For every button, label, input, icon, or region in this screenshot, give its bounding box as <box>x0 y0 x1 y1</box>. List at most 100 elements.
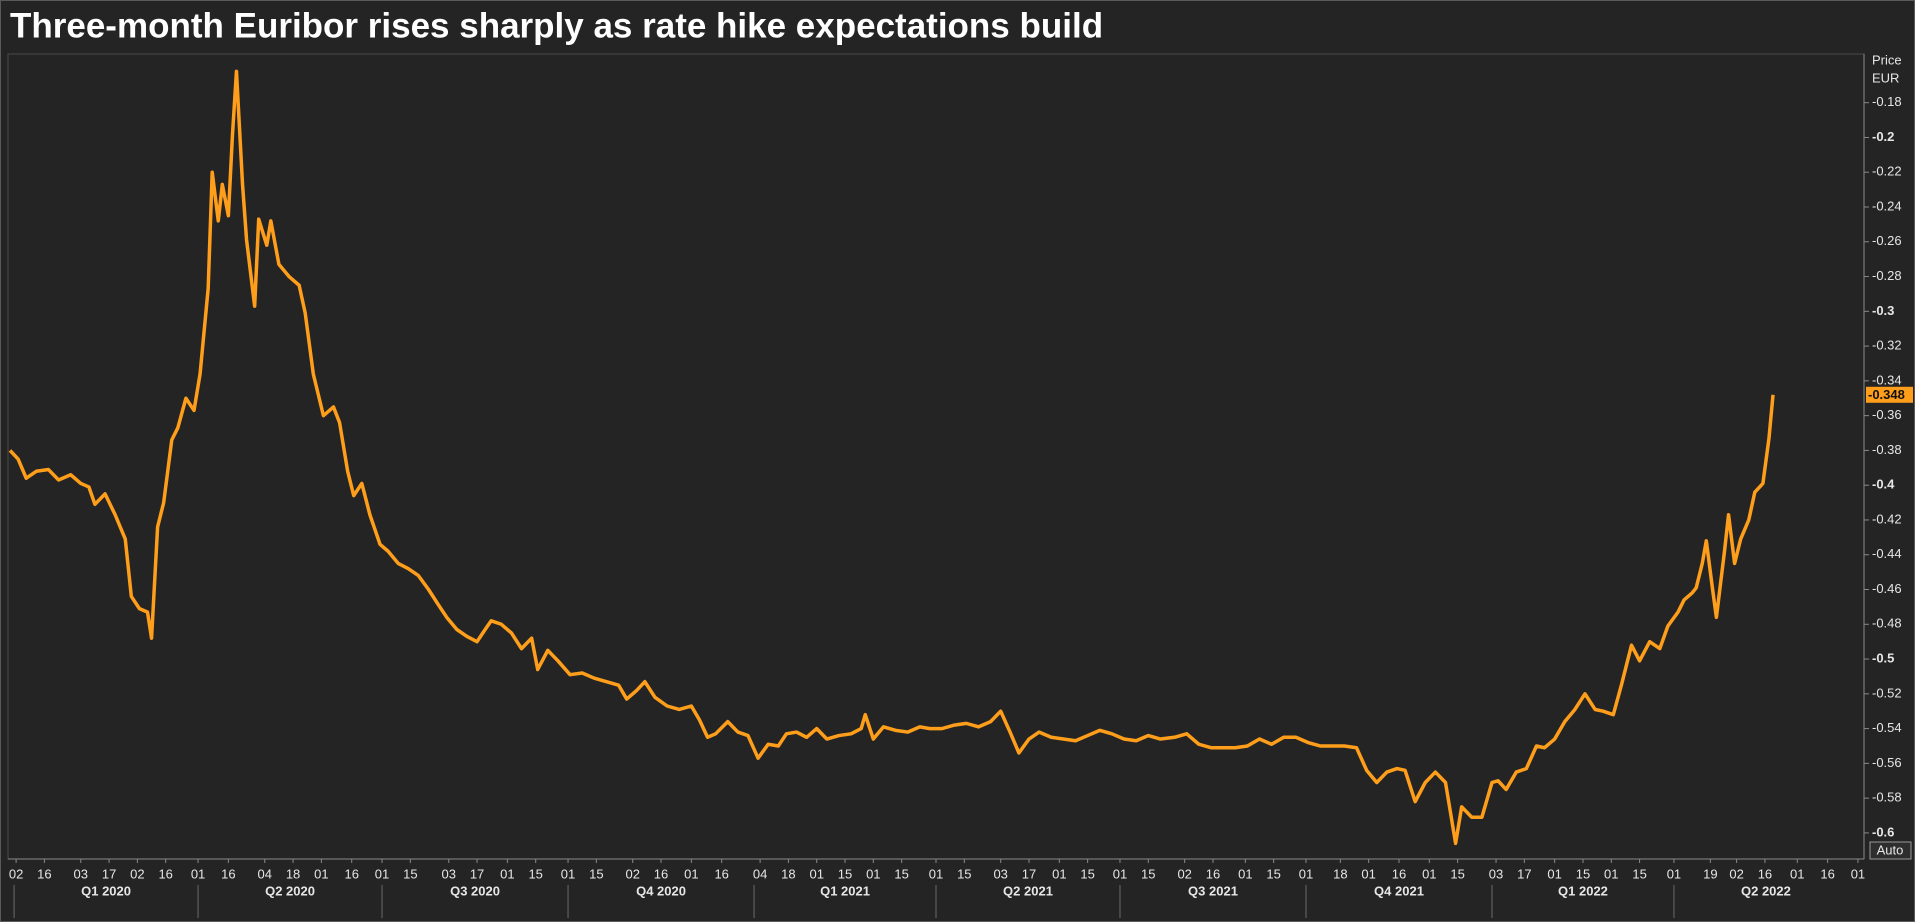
x-tick-label: 01 <box>1361 866 1375 881</box>
x-tick-label: 02 <box>130 866 144 881</box>
x-tick-label: 02 <box>1177 866 1191 881</box>
y-tick-label: -0.28 <box>1872 268 1902 283</box>
y-tick-label: -0.32 <box>1872 338 1902 353</box>
x-tick-label: 17 <box>102 866 116 881</box>
y-tick-label: -0.52 <box>1872 685 1902 700</box>
x-tick-label: 15 <box>1576 866 1590 881</box>
quarter-label: Q2 2021 <box>1003 883 1053 898</box>
x-tick-label: 03 <box>74 866 88 881</box>
auto-button-label[interactable]: Auto <box>1877 842 1904 857</box>
x-tick-label: 16 <box>158 866 172 881</box>
quarter-label: Q1 2021 <box>820 883 870 898</box>
y-tick-label: -0.56 <box>1872 755 1902 770</box>
y-tick-label: -0.2 <box>1872 129 1894 144</box>
y-axis-unit: EUR <box>1872 70 1899 85</box>
quarter-label: Q2 2022 <box>1741 883 1791 898</box>
x-tick-label: 01 <box>684 866 698 881</box>
y-tick-label: -0.3 <box>1872 303 1894 318</box>
x-tick-label: 15 <box>1141 866 1155 881</box>
y-tick-label: -0.46 <box>1872 581 1902 596</box>
y-tick-label: -0.36 <box>1872 407 1902 422</box>
x-tick-label: 16 <box>714 866 728 881</box>
x-tick-label: 01 <box>561 866 575 881</box>
quarter-label: Q3 2020 <box>450 883 500 898</box>
last-value-marker <box>1866 386 1913 403</box>
x-tick-label: 01 <box>1113 866 1127 881</box>
x-tick-label: 01 <box>1547 866 1561 881</box>
auto-button[interactable] <box>1869 841 1912 860</box>
line-series <box>8 69 1775 846</box>
x-tick-label: 18 <box>286 866 300 881</box>
x-tick-label: 04 <box>258 866 272 881</box>
x-tick-label: 03 <box>1489 866 1503 881</box>
x-tick-label: 16 <box>1758 866 1772 881</box>
x-tick-label: 17 <box>1022 866 1036 881</box>
x-tick-label: 01 <box>314 866 328 881</box>
x-tick-label: 01 <box>1052 866 1066 881</box>
last-value-label: -0.348 <box>1868 387 1905 402</box>
y-tick-label: -0.4 <box>1872 477 1895 492</box>
x-tick-label: 01 <box>1851 866 1865 881</box>
x-tick-label: 16 <box>1206 866 1220 881</box>
x-tick-label: 01 <box>500 866 514 881</box>
y-tick-label: -0.34 <box>1872 372 1902 387</box>
x-tick-label: 16 <box>1820 866 1834 881</box>
x-tick-label: 01 <box>1238 866 1252 881</box>
x-tick-label: 01 <box>866 866 880 881</box>
y-tick-label: -0.26 <box>1872 233 1902 248</box>
x-tick-label: 15 <box>1080 866 1094 881</box>
x-tick-label: 15 <box>957 866 971 881</box>
x-tick-label: 18 <box>1333 866 1347 881</box>
x-tick-label: 19 <box>1703 866 1717 881</box>
y-tick-label: -0.5 <box>1872 650 1894 665</box>
y-tick-label: -0.22 <box>1872 164 1902 179</box>
x-tick-label: 16 <box>654 866 668 881</box>
plot-area <box>7 53 1865 860</box>
x-tick-label: 04 <box>753 866 767 881</box>
x-tick-label: 17 <box>470 866 484 881</box>
x-tick-label: 01 <box>1422 866 1436 881</box>
x-tick-label: 15 <box>403 866 417 881</box>
y-tick-label: -0.48 <box>1872 616 1902 631</box>
x-tick-label: 15 <box>894 866 908 881</box>
x-tick-label: 17 <box>1517 866 1531 881</box>
y-tick-label: -0.18 <box>1872 94 1902 109</box>
y-tick-label: -0.42 <box>1872 511 1902 526</box>
x-tick-label: 15 <box>528 866 542 881</box>
x-tick-label: 03 <box>993 866 1007 881</box>
x-tick-label: 18 <box>781 866 795 881</box>
x-tick-label: 02 <box>9 866 23 881</box>
quarter-label: Q4 2020 <box>636 883 686 898</box>
x-tick-label: 01 <box>1790 866 1804 881</box>
x-tick-label: 15 <box>838 866 852 881</box>
x-tick-label: 01 <box>375 866 389 881</box>
y-tick-label: -0.24 <box>1872 198 1902 213</box>
quarter-label: Q1 2020 <box>81 883 131 898</box>
x-tick-label: 16 <box>37 866 51 881</box>
x-tick-label: 15 <box>1632 866 1646 881</box>
chart-title: Three-month Euribor rises sharply as rat… <box>10 6 1103 45</box>
x-tick-label: 15 <box>1450 866 1464 881</box>
y-axis-label: Price <box>1872 52 1902 67</box>
x-tick-label: 03 <box>442 866 456 881</box>
x-tick-label: 01 <box>1667 866 1681 881</box>
x-tick-label: 15 <box>589 866 603 881</box>
x-tick-label: 16 <box>1392 866 1406 881</box>
y-tick-label: -0.58 <box>1872 790 1902 805</box>
x-tick-label: 02 <box>1729 866 1743 881</box>
quarter-label: Q1 2022 <box>1558 883 1608 898</box>
y-tick-label: -0.6 <box>1872 824 1894 839</box>
x-tick-label: 01 <box>1299 866 1313 881</box>
x-tick-label: 01 <box>1604 866 1618 881</box>
quarter-label: Q2 2020 <box>265 883 315 898</box>
x-tick-label: 02 <box>625 866 639 881</box>
x-tick-label: 15 <box>1266 866 1280 881</box>
x-tick-label: 01 <box>191 866 205 881</box>
quarter-label: Q4 2021 <box>1374 883 1424 898</box>
y-tick-label: -0.44 <box>1872 546 1902 561</box>
x-tick-label: 01 <box>809 866 823 881</box>
quarter-label: Q3 2021 <box>1188 883 1238 898</box>
x-tick-label: 16 <box>344 866 358 881</box>
